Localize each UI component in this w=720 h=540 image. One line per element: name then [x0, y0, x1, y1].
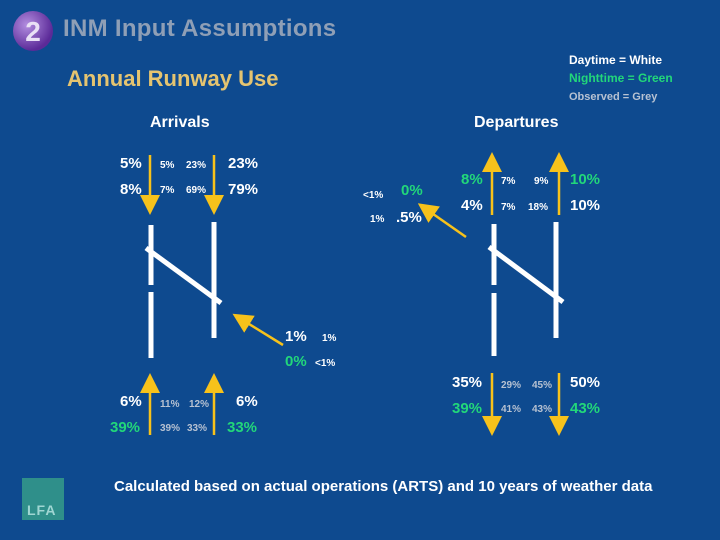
- arr-diag-observed-day: 1%: [322, 333, 337, 344]
- dep-bottom-left-day: 35%: [452, 374, 483, 391]
- arr-bottom-left-night: 39%: [110, 419, 141, 436]
- dep-top-right-night: 10%: [570, 197, 601, 214]
- arr-top-left-observed-day: 5%: [160, 160, 175, 171]
- arr-bottom-left-day: 6%: [120, 393, 142, 410]
- arr-top-left-day: 5%: [120, 155, 142, 172]
- arr-top-left-observed-night: 7%: [160, 185, 175, 196]
- arr-top-right-day: 23%: [228, 155, 259, 172]
- legend-observed: Observed = Grey: [569, 91, 658, 103]
- arrivals-runway-diagonal: [144, 245, 223, 306]
- dep-bottom-left-observed-day: 29%: [501, 380, 522, 391]
- arr-bottom-right-day: 6%: [236, 393, 258, 410]
- dep-bottom-right-observed-day: 45%: [532, 380, 553, 391]
- lfa-logo-text: LFA: [27, 502, 57, 518]
- arr-diag-day: 1%: [285, 328, 307, 345]
- arr-top-right-observed-day: 23%: [186, 160, 207, 171]
- dep-diag-observed-day: <1%: [363, 190, 384, 201]
- dep-diag-night: .5%: [396, 209, 422, 226]
- slide-subtitle: Annual Runway Use: [67, 66, 279, 91]
- arr-top-right-observed-night: 69%: [186, 185, 207, 196]
- dep-top-right-day: 10%: [570, 171, 601, 188]
- dep-bottom-right-day: 50%: [570, 374, 601, 391]
- arr-bottom-left-observed-day: 11%: [160, 399, 180, 410]
- dep-top-left-day: 8%: [461, 171, 483, 188]
- dep-bottom-left-observed-night: 41%: [501, 404, 522, 415]
- dep-top-right-observed-day: 9%: [534, 176, 549, 187]
- arr-bottom-right-observed-day: 12%: [189, 399, 210, 410]
- departures-heading: Departures: [474, 114, 559, 131]
- legend-nighttime: Nighttime = Green: [569, 71, 673, 85]
- slide-title: INM Input Assumptions: [63, 15, 337, 42]
- arr-diag-observed-night: <1%: [315, 358, 336, 369]
- dep-top-left-observed-day: 7%: [501, 176, 516, 187]
- footer-note: Calculated based on actual operations (A…: [114, 478, 653, 495]
- dep-diag-day: 0%: [401, 182, 423, 199]
- arr-diag-night: 0%: [285, 353, 307, 370]
- arrivals-heading: Arrivals: [150, 114, 210, 131]
- arr-top-left-night: 8%: [120, 181, 142, 198]
- lfa-logo: LFA: [22, 478, 64, 520]
- arrow-dep-diagonal: [417, 203, 467, 239]
- dep-bottom-right-observed-night: 43%: [532, 404, 553, 415]
- dep-top-left-night: 4%: [461, 197, 483, 214]
- arr-bottom-left-observed-night: 39%: [160, 423, 181, 434]
- arrow-arr-diagonal: [232, 313, 284, 347]
- dep-bottom-right-night: 43%: [570, 400, 601, 417]
- arr-bottom-right-observed-night: 33%: [187, 423, 208, 434]
- arr-bottom-right-night: 33%: [227, 419, 258, 436]
- dep-top-left-observed-night: 7%: [501, 202, 516, 213]
- legend-daytime: Daytime = White: [569, 53, 663, 67]
- departures-runway-diagonal: [487, 244, 565, 305]
- dep-bottom-left-night: 39%: [452, 400, 483, 417]
- slide-number-badge: 2: [13, 11, 53, 51]
- dep-top-right-observed-night: 18%: [528, 202, 549, 213]
- dep-diag-observed-night: 1%: [370, 214, 385, 225]
- arr-top-right-night: 79%: [228, 181, 259, 198]
